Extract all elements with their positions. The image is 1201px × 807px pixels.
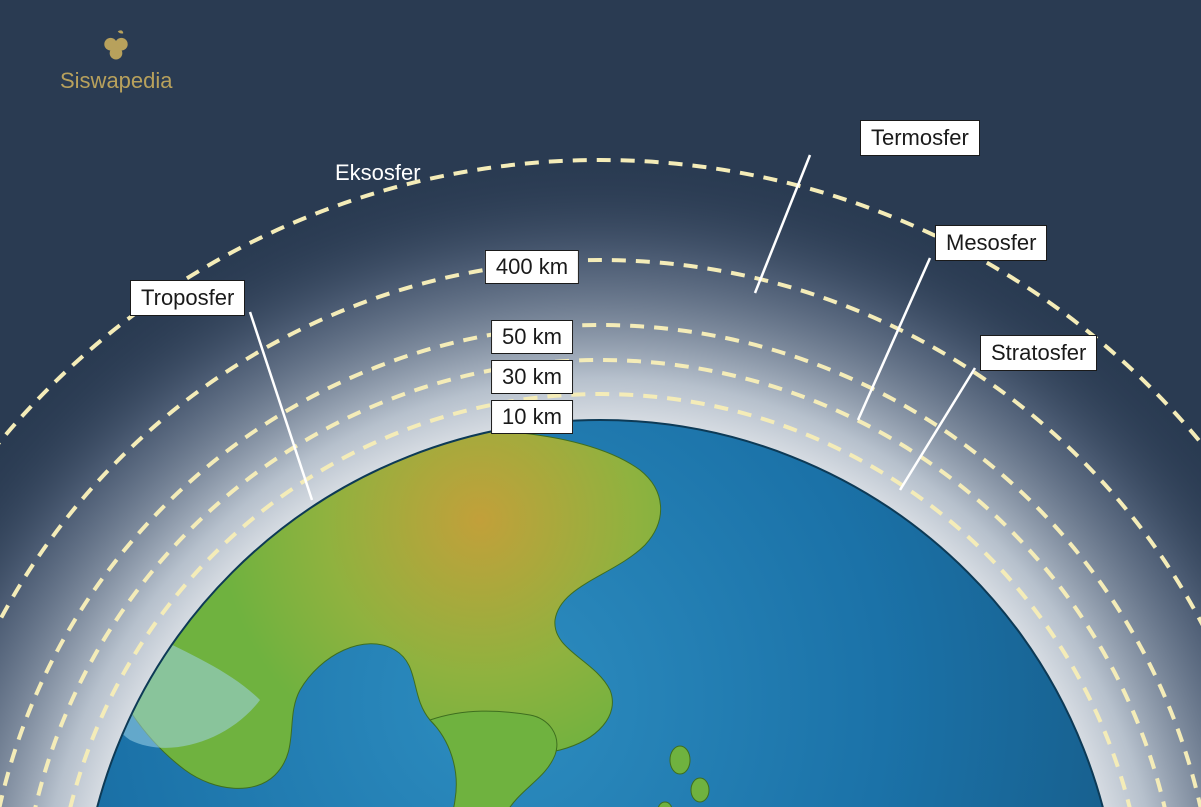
logo: Siswapedia [60, 28, 173, 94]
altitude-label: 30 km [491, 360, 573, 394]
grape-icon [98, 28, 134, 64]
layer-label-termosfer: Termosfer [860, 120, 980, 156]
altitude-label: 400 km [485, 250, 579, 284]
layer-label-eksosfer: Eksosfer [335, 160, 421, 186]
layer-label-stratosfer: Stratosfer [980, 335, 1097, 371]
logo-text: Siswapedia [60, 68, 173, 94]
layer-label-troposfer: Troposfer [130, 280, 245, 316]
layer-label-mesosfer: Mesosfer [935, 225, 1047, 261]
atmosphere-diagram [0, 0, 1201, 807]
altitude-label: 10 km [491, 400, 573, 434]
altitude-label: 50 km [491, 320, 573, 354]
